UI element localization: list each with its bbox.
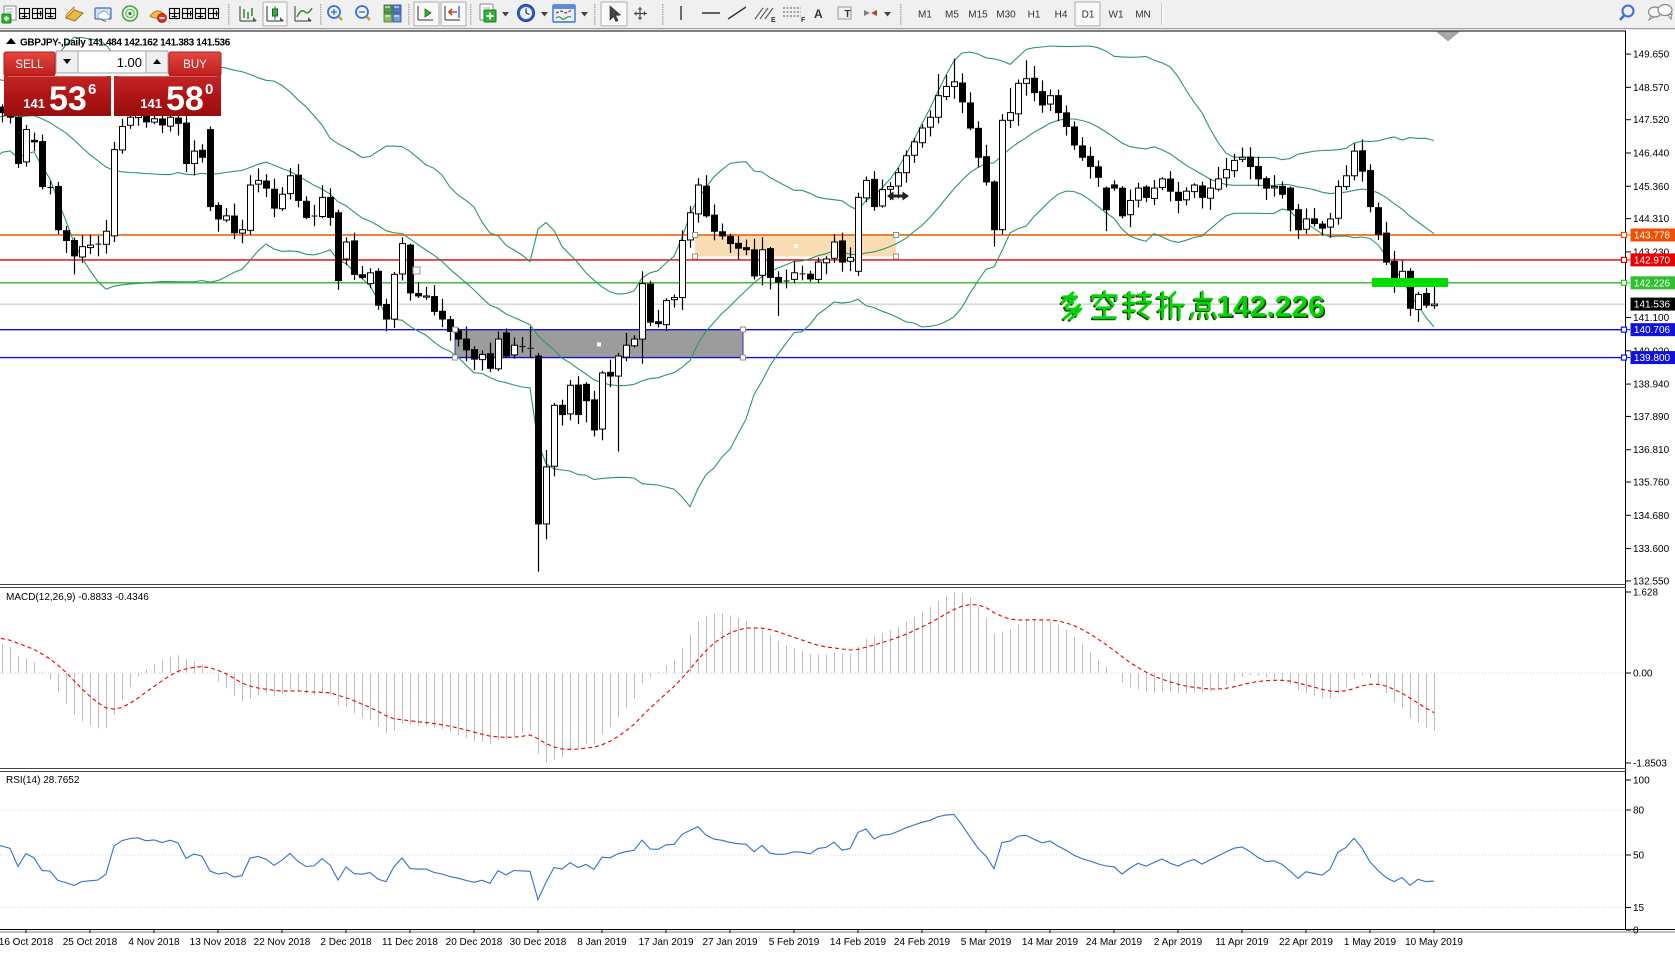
svg-text:A: A [814, 7, 823, 21]
svg-text:F: F [801, 17, 806, 24]
svg-text:24 Mar 2019: 24 Mar 2019 [1086, 937, 1143, 948]
svg-text:80: 80 [1633, 806, 1645, 817]
svg-text:25 Oct 2018: 25 Oct 2018 [63, 937, 118, 948]
svg-text:GBPJPY-,Daily 141.484 142.162: GBPJPY-,Daily 141.484 142.162 141.383 14… [20, 38, 231, 49]
svg-text:MACD(12,26,9) -0.8833 -0.4346: MACD(12,26,9) -0.8833 -0.4346 [6, 592, 149, 603]
svg-text:1.628: 1.628 [1633, 588, 1658, 599]
svg-text:142.226: 142.226 [1634, 278, 1671, 289]
svg-text:139.800: 139.800 [1634, 353, 1671, 364]
svg-text:0: 0 [1633, 926, 1639, 937]
svg-text:M1: M1 [918, 10, 932, 21]
svg-text:SELL: SELL [15, 59, 44, 71]
svg-text:17 Jan 2019: 17 Jan 2019 [638, 937, 693, 948]
svg-text:11 Dec 2018: 11 Dec 2018 [382, 937, 438, 948]
svg-text:15: 15 [1633, 903, 1645, 914]
svg-text:2 Apr 2019: 2 Apr 2019 [1154, 937, 1203, 948]
svg-text:M30: M30 [996, 10, 1016, 21]
svg-text:T: T [845, 9, 851, 20]
svg-text:146.440: 146.440 [1633, 148, 1670, 159]
svg-text:MN: MN [1135, 10, 1151, 21]
svg-text:141.100: 141.100 [1633, 313, 1670, 324]
svg-text:14 Feb 2019: 14 Feb 2019 [830, 937, 887, 948]
svg-text:141: 141 [23, 96, 45, 111]
svg-text:0.00: 0.00 [1633, 669, 1653, 680]
svg-text:142.970: 142.970 [1634, 255, 1671, 266]
svg-text:143.778: 143.778 [1634, 230, 1671, 241]
svg-text:143.230: 143.230 [1633, 247, 1670, 258]
svg-text:145.360: 145.360 [1633, 182, 1670, 193]
svg-text:BUY: BUY [183, 59, 207, 71]
svg-text:RSI(14) 28.7652: RSI(14) 28.7652 [6, 775, 80, 786]
svg-text:W1: W1 [1109, 10, 1124, 21]
svg-text:141: 141 [140, 96, 162, 111]
svg-text:16 Oct 2018: 16 Oct 2018 [0, 937, 54, 948]
svg-text:2 Dec 2018: 2 Dec 2018 [320, 937, 372, 948]
svg-text:0: 0 [205, 81, 213, 98]
svg-text:24 Feb 2019: 24 Feb 2019 [894, 937, 951, 948]
svg-text:142.226: 142.226 [1216, 291, 1324, 324]
svg-text:132.550: 132.550 [1633, 576, 1670, 587]
svg-text:141.536: 141.536 [1634, 300, 1671, 311]
svg-text:30 Dec 2018: 30 Dec 2018 [510, 937, 567, 948]
svg-text:H4: H4 [1055, 10, 1068, 21]
svg-text:27 Jan 2019: 27 Jan 2019 [702, 937, 757, 948]
svg-text:149.650: 149.650 [1633, 50, 1670, 61]
svg-text:138.940: 138.940 [1633, 380, 1670, 391]
svg-text:6: 6 [88, 81, 96, 98]
svg-text:-1.8503: -1.8503 [1633, 759, 1667, 770]
svg-text:D1: D1 [1082, 10, 1095, 21]
svg-text:133.600: 133.600 [1633, 544, 1670, 555]
svg-text:M15: M15 [968, 10, 988, 21]
svg-text:10 May 2019: 10 May 2019 [1405, 937, 1463, 948]
svg-text:100: 100 [1633, 776, 1650, 787]
svg-text:140.706: 140.706 [1634, 325, 1671, 336]
svg-text:134.680: 134.680 [1633, 511, 1670, 522]
svg-text:50: 50 [1633, 851, 1645, 862]
svg-text:5 Feb 2019: 5 Feb 2019 [769, 937, 820, 948]
svg-text:148.570: 148.570 [1633, 83, 1670, 94]
svg-text:14 Mar 2019: 14 Mar 2019 [1022, 937, 1079, 948]
svg-text:53: 53 [49, 80, 87, 118]
svg-text:142.226: 142.226 [1218, 292, 1326, 325]
svg-text:136.810: 136.810 [1633, 445, 1670, 456]
svg-text:58: 58 [166, 80, 204, 118]
svg-text:8 Jan 2019: 8 Jan 2019 [577, 937, 627, 948]
svg-text:137.890: 137.890 [1633, 412, 1670, 423]
svg-text:5 Mar 2019: 5 Mar 2019 [961, 937, 1012, 948]
svg-text:1.00: 1.00 [117, 55, 142, 70]
svg-text:E: E [771, 17, 776, 24]
svg-text:H1: H1 [1028, 10, 1041, 21]
svg-text:20 Dec 2018: 20 Dec 2018 [446, 937, 503, 948]
svg-text:147.520: 147.520 [1633, 115, 1670, 126]
svg-text:13 Nov 2018: 13 Nov 2018 [190, 937, 247, 948]
svg-text:135.760: 135.760 [1633, 478, 1670, 489]
svg-text:4 Nov 2018: 4 Nov 2018 [128, 937, 180, 948]
svg-text:M5: M5 [945, 10, 959, 21]
svg-text:11 Apr 2019: 11 Apr 2019 [1215, 937, 1269, 948]
svg-text:1 May 2019: 1 May 2019 [1344, 937, 1397, 948]
svg-text:22 Apr 2019: 22 Apr 2019 [1279, 937, 1333, 948]
svg-text:144.310: 144.310 [1633, 214, 1670, 225]
svg-text:22 Nov 2018: 22 Nov 2018 [254, 937, 311, 948]
